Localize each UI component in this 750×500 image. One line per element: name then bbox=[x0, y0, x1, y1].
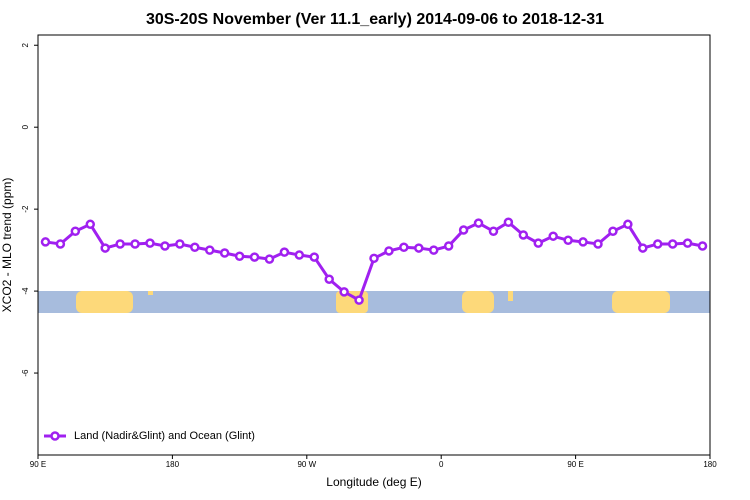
data-point bbox=[593, 239, 603, 249]
plot-frame bbox=[37, 34, 711, 456]
data-point bbox=[55, 239, 66, 249]
data-point bbox=[279, 247, 290, 257]
data-point bbox=[130, 239, 140, 249]
data-point bbox=[563, 235, 573, 246]
data-point bbox=[204, 245, 215, 255]
y-tick-label: -6 bbox=[21, 369, 30, 377]
data-point bbox=[533, 238, 544, 248]
data-point bbox=[115, 239, 125, 249]
data-point bbox=[85, 219, 96, 230]
data-point bbox=[264, 254, 275, 264]
data-point bbox=[354, 295, 364, 305]
data-point bbox=[40, 237, 51, 247]
data-point bbox=[100, 243, 110, 253]
x-axis-label: Longitude (deg E) bbox=[326, 475, 421, 489]
data-point bbox=[234, 251, 245, 262]
data-point bbox=[414, 243, 424, 253]
y-tick-label: -2 bbox=[21, 205, 30, 213]
data-point bbox=[294, 250, 305, 260]
x-tick-label: 90 E bbox=[30, 460, 46, 469]
data-point bbox=[249, 252, 260, 262]
data-point bbox=[339, 287, 349, 297]
data-point bbox=[473, 218, 484, 228]
data-point bbox=[175, 239, 185, 249]
x-tick-label: 180 bbox=[166, 460, 180, 469]
surface-band bbox=[38, 291, 710, 313]
ocean-band bbox=[38, 291, 710, 313]
data-point bbox=[652, 239, 663, 249]
data-point bbox=[623, 219, 633, 230]
x-tick-label: 180 bbox=[703, 460, 717, 469]
data-point bbox=[219, 248, 230, 258]
data-point bbox=[667, 239, 678, 249]
data-point bbox=[190, 242, 200, 253]
x-tick-label: 90 W bbox=[297, 460, 316, 469]
data-point bbox=[682, 238, 693, 248]
data-point bbox=[309, 252, 320, 262]
data-point bbox=[458, 225, 469, 235]
data-point bbox=[324, 274, 334, 284]
y-tick-label: 2 bbox=[21, 42, 30, 47]
legend-marker bbox=[50, 431, 60, 441]
data-point bbox=[578, 237, 588, 247]
land-patch bbox=[508, 291, 513, 301]
x-tick-label: 0 bbox=[439, 460, 444, 469]
land-patch bbox=[462, 291, 494, 313]
chart-title: 30S-20S November (Ver 11.1_early) 2014-0… bbox=[146, 11, 604, 28]
data-point bbox=[548, 231, 558, 241]
data-point bbox=[608, 226, 618, 237]
data-point bbox=[145, 238, 155, 248]
data-point bbox=[428, 245, 439, 255]
land-patch bbox=[76, 291, 133, 313]
data-point bbox=[399, 242, 409, 253]
y-tick-label: 0 bbox=[21, 124, 30, 129]
data-point bbox=[488, 226, 499, 237]
data-point bbox=[160, 241, 170, 251]
data-point bbox=[384, 246, 394, 256]
data-point bbox=[70, 226, 81, 237]
data-point bbox=[518, 230, 529, 240]
data-point bbox=[503, 217, 514, 228]
data-point bbox=[369, 253, 379, 264]
x-tick-label: 90 E bbox=[567, 460, 583, 469]
land-patch bbox=[148, 291, 153, 295]
data-point bbox=[443, 241, 454, 251]
data-point bbox=[697, 241, 708, 251]
data-point bbox=[638, 243, 648, 253]
y-axis-label: XCO2 - MLO trend (ppm) bbox=[0, 178, 14, 313]
land-patch bbox=[612, 291, 670, 313]
y-tick-label: -4 bbox=[21, 287, 30, 295]
legend-label: Land (Nadir&Glint) and Ocean (Glint) bbox=[74, 430, 255, 442]
